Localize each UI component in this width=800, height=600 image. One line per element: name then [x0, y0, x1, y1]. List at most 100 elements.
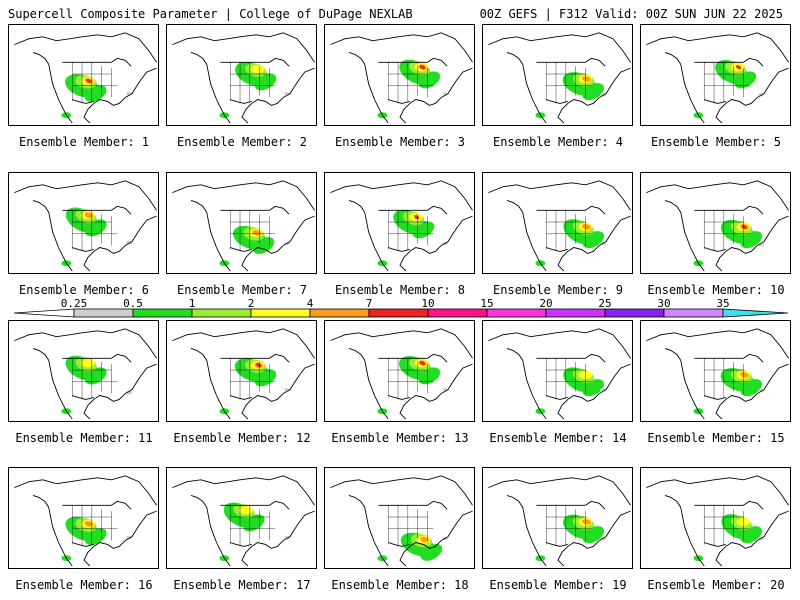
scp-contour-area — [420, 361, 426, 366]
state-lines — [72, 62, 118, 104]
ensemble-member-map — [324, 24, 475, 126]
north-america-map — [488, 180, 631, 272]
coastline — [14, 328, 157, 420]
run-valid-time: 00Z GEFS | F312 Valid: 00Z SUN JUN 22 20… — [479, 7, 783, 21]
coastline — [646, 180, 789, 272]
ensemble-member-map — [324, 467, 475, 569]
north-america-map — [488, 328, 631, 420]
coastline — [330, 32, 473, 124]
colorbar-segment — [486, 308, 547, 318]
coastline — [330, 180, 473, 272]
scp-contour-area — [412, 221, 435, 239]
ensemble-member-map — [324, 172, 475, 274]
ensemble-member-label: Ensemble Member: 14 — [489, 431, 627, 445]
colorbar-segment — [191, 308, 252, 318]
scp-contour-area — [284, 535, 291, 540]
north-america-map — [488, 475, 631, 567]
scp-contour-area — [582, 224, 591, 230]
scp-contour-area — [736, 65, 742, 70]
state-lines — [388, 358, 434, 400]
north-america-map — [14, 475, 157, 567]
ensemble-member-map — [8, 24, 159, 126]
scp-contour-area — [600, 92, 607, 97]
scp-contour-area — [740, 231, 763, 249]
scp-contour-area — [86, 78, 92, 83]
north-america-map — [330, 32, 473, 124]
scp-contour-area — [420, 543, 443, 561]
ensemble-member-label: Ensemble Member: 4 — [492, 135, 624, 149]
ensemble-member-label: Ensemble Member: 6 — [18, 283, 150, 297]
north-america-map — [330, 328, 473, 420]
state-lines — [388, 210, 434, 252]
colorbar-segment — [663, 308, 724, 318]
colorbar-tick-label: 30 — [657, 297, 671, 310]
scp-contour-area — [254, 73, 277, 91]
scp-contour-area — [740, 526, 763, 544]
north-america-map — [172, 32, 315, 124]
scp-contour-area — [126, 535, 133, 540]
ensemble-member-label: Ensemble Member: 20 — [647, 578, 785, 592]
state-lines — [230, 210, 276, 252]
colorbar-min-arrow — [13, 308, 75, 318]
scp-contour-area — [582, 519, 591, 525]
ensemble-member-map — [640, 467, 791, 569]
coastline — [14, 32, 157, 124]
ensemble-member-map — [482, 172, 633, 274]
state-lines — [72, 210, 118, 252]
colorbar-tick-label: 2 — [247, 297, 255, 310]
colorbar-tick-label: 15 — [480, 297, 494, 310]
scp-contour-area — [254, 369, 277, 387]
scp-contour-area — [582, 83, 605, 101]
north-america-map — [330, 475, 473, 567]
state-lines — [704, 358, 750, 400]
north-america-map — [488, 32, 631, 124]
page-title: Supercell Composite Parameter | College … — [8, 7, 413, 21]
ensemble-member-label: Ensemble Member: 12 — [173, 431, 311, 445]
north-america-map — [172, 475, 315, 567]
coastline — [488, 475, 631, 567]
scp-contour-area — [84, 85, 107, 103]
colorbar-segment — [368, 308, 429, 318]
state-lines — [704, 210, 750, 252]
coastline — [14, 180, 157, 272]
scp-contour-area — [414, 217, 419, 220]
scp-contour-area — [758, 388, 765, 393]
ensemble-member-label: Ensemble Member: 2 — [176, 135, 308, 149]
state-lines — [230, 505, 276, 547]
colorbar-tick-label: 0.5 — [123, 297, 143, 310]
colorbar-tick-label: 25 — [598, 297, 612, 310]
coastline — [646, 328, 789, 420]
colorbar-tick-label: 1 — [188, 297, 196, 310]
ensemble-member-map — [482, 320, 633, 422]
state-lines — [546, 62, 592, 104]
ensemble-member-map — [166, 320, 317, 422]
ensemble-member-map — [166, 467, 317, 569]
north-america-map — [14, 32, 157, 124]
ensemble-member-label: Ensemble Member: 13 — [331, 431, 469, 445]
coastline — [488, 32, 631, 124]
ensemble-member-map — [482, 24, 633, 126]
scp-contour-area — [582, 526, 605, 544]
colorbar-segment — [309, 308, 370, 318]
coastline — [172, 32, 315, 124]
state-lines — [230, 62, 276, 104]
scp-contour-area — [84, 212, 94, 218]
colorbar-tick-label: 7 — [365, 297, 373, 310]
colorbar-segment — [545, 308, 606, 318]
scp-contour-area — [418, 71, 441, 89]
ensemble-member-map — [482, 467, 633, 569]
coastline — [172, 328, 315, 420]
north-america-map — [172, 328, 315, 420]
scp-contour-area — [84, 219, 107, 237]
scp-contour-area — [126, 240, 133, 245]
scp-contour-area — [84, 521, 94, 527]
scp-contour-area — [242, 514, 265, 532]
north-america-map — [646, 32, 789, 124]
colorbar-segment — [604, 308, 665, 318]
state-lines — [72, 505, 118, 547]
ensemble-member-map — [166, 24, 317, 126]
north-america-map — [172, 180, 315, 272]
coastline — [14, 475, 157, 567]
scp-contour-area — [741, 224, 747, 229]
ensemble-member-map — [324, 320, 475, 422]
